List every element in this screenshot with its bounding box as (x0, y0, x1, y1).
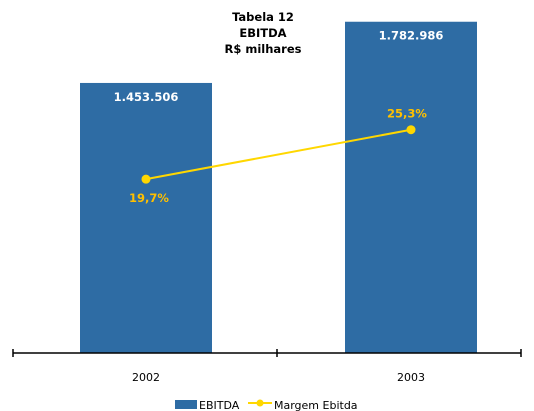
bar-value-label-2002: 1.453.506 (114, 90, 179, 104)
margin-point-2002 (141, 174, 151, 184)
bar-value-label-2003: 1.782.986 (379, 29, 444, 43)
line-series: 19,7% 25,3% (129, 107, 427, 205)
bar-2002 (80, 82, 212, 353)
chart-title-line-1: Tabela 12 (232, 10, 294, 24)
chart-title: Tabela 12 EBITDA R$ milhares (225, 10, 302, 56)
bar-series: 1.453.506 1.782.986 (80, 21, 477, 354)
bar-2003 (345, 21, 477, 354)
legend-label-margem-ebitda: Margem Ebitda (274, 399, 358, 411)
x-axis: 2002 2003 (12, 349, 522, 384)
legend-swatch-ebitda (175, 400, 197, 409)
margin-value-label-2002: 19,7% (129, 191, 169, 205)
legend-label-ebitda: EBITDA (199, 399, 240, 411)
chart-title-line-2: EBITDA (239, 26, 286, 40)
chart-title-line-3: R$ milhares (225, 42, 302, 56)
margin-line (145, 128, 412, 181)
x-tick-label-2003: 2003 (397, 371, 425, 384)
legend-swatch-margem-marker (256, 399, 264, 407)
margin-point-2003 (406, 125, 416, 135)
x-tick-label-2002: 2002 (132, 371, 160, 384)
margin-value-label-2003: 25,3% (387, 107, 427, 121)
legend: EBITDA Margem Ebitda (175, 399, 358, 411)
